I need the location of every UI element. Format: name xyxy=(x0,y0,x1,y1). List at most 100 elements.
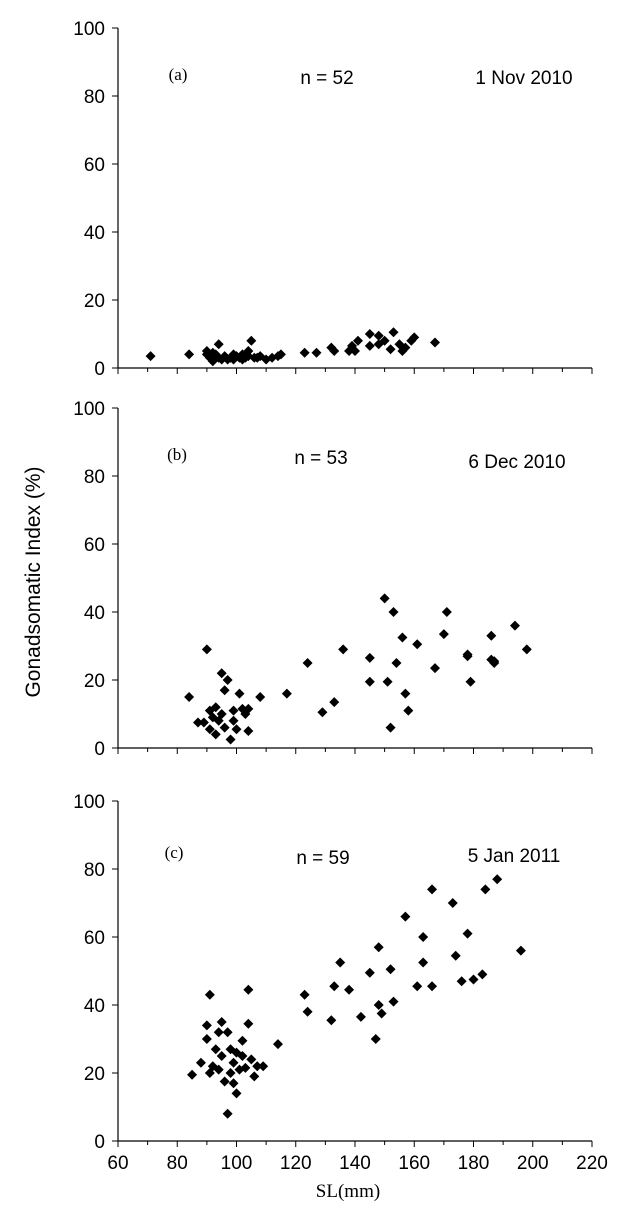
date-label: 5 Jan 2011 xyxy=(468,846,561,867)
x-tick-label: 160 xyxy=(398,1153,430,1174)
y-tick-label: 80 xyxy=(84,467,105,488)
data-point xyxy=(231,724,242,735)
data-point xyxy=(468,974,479,985)
data-point xyxy=(237,1035,248,1046)
y-tick-label: 40 xyxy=(84,996,105,1017)
data-point xyxy=(450,950,461,961)
x-tick-label: 200 xyxy=(517,1153,549,1174)
data-point xyxy=(388,996,399,1007)
y-tick-label: 20 xyxy=(84,1064,105,1085)
data-point xyxy=(204,724,215,735)
x-tick-label: 180 xyxy=(458,1153,490,1174)
data-point xyxy=(302,1006,313,1017)
data-point xyxy=(231,1088,242,1099)
data-point xyxy=(441,607,452,617)
data-point xyxy=(192,717,203,728)
y-tick-label: 80 xyxy=(84,860,105,881)
data-point xyxy=(243,726,254,736)
y-tick-label: 100 xyxy=(73,399,105,420)
y-tick-label: 0 xyxy=(94,1132,105,1153)
data-point xyxy=(412,981,423,992)
data-point xyxy=(302,658,313,668)
data-point xyxy=(225,734,236,745)
data-point xyxy=(317,707,328,718)
panel-3: 0 20 40 60 80 100 60 80 100 120 140 160 180 200 220 (c)… xyxy=(73,792,608,1174)
data-point xyxy=(216,668,227,679)
data-point xyxy=(364,329,375,339)
data-point xyxy=(210,729,221,740)
data-point xyxy=(385,344,396,355)
y-tick-label: 0 xyxy=(94,359,105,380)
data-point xyxy=(184,692,195,702)
data-point xyxy=(216,1017,227,1027)
data-point xyxy=(370,1034,381,1044)
y-tick-label: 40 xyxy=(84,603,105,624)
data-point xyxy=(480,884,491,895)
data-point xyxy=(397,632,408,643)
data-point xyxy=(228,1078,239,1089)
x-tick-label: 140 xyxy=(339,1153,371,1174)
data-point xyxy=(228,705,239,716)
y-tick-label: 100 xyxy=(73,792,105,813)
data-point xyxy=(240,1062,251,1073)
data-point xyxy=(281,688,292,699)
y-axis-label: Gonadsomatic Index (%) xyxy=(22,466,45,697)
data-point xyxy=(418,932,429,942)
data-point xyxy=(364,676,375,687)
x-tick-label: 120 xyxy=(280,1153,312,1174)
y-tick-label: 60 xyxy=(84,928,105,949)
data-point xyxy=(350,346,360,356)
data-point xyxy=(311,347,322,358)
data-point xyxy=(412,639,423,650)
data-point xyxy=(222,1027,233,1038)
data-point xyxy=(246,335,257,346)
data-point xyxy=(352,335,363,346)
sample-size-label: n = 59 xyxy=(296,848,349,869)
data-point xyxy=(204,989,215,1000)
y-tick-label: 60 xyxy=(84,155,105,176)
y-tick-label: 20 xyxy=(84,291,105,312)
data-point xyxy=(364,967,375,978)
data-point xyxy=(335,957,346,968)
data-point xyxy=(465,676,476,687)
y-tick-label: 20 xyxy=(84,671,105,692)
data-point xyxy=(400,342,411,353)
date-label: 1 Nov 2010 xyxy=(475,68,572,89)
x-tick-label: 220 xyxy=(576,1153,608,1174)
y-tick-label: 60 xyxy=(84,535,105,556)
data-point xyxy=(246,1054,257,1065)
data-point xyxy=(228,715,239,726)
data-point xyxy=(385,722,396,733)
x-tick-label: 100 xyxy=(221,1153,253,1174)
data-point xyxy=(385,964,396,975)
panel-2: 0 20 40 60 80 100 (b) n = 53 6 Dec 2010 xyxy=(73,399,593,760)
data-point xyxy=(477,969,488,980)
data-point xyxy=(364,340,375,351)
data-point xyxy=(509,620,520,631)
x-axis-label: SL(mm) xyxy=(316,1181,380,1202)
data-point xyxy=(364,652,375,663)
data-point xyxy=(391,658,402,668)
data-point xyxy=(243,984,254,995)
data-point xyxy=(388,607,399,617)
data-point xyxy=(213,339,224,350)
data-point xyxy=(255,692,266,702)
data-point xyxy=(201,644,212,655)
panels-group: 0 20 40 60 80 100 (a) n = 52 1 Nov 2010 0 20 40 60 80… xyxy=(73,19,608,1174)
panel-letter-label: (c) xyxy=(165,843,184,862)
data-point xyxy=(326,1015,337,1026)
data-point xyxy=(213,1027,224,1038)
data-point xyxy=(195,1057,206,1068)
data-point xyxy=(222,1108,233,1119)
data-point xyxy=(329,346,340,356)
panel-letter-label: (b) xyxy=(167,445,187,464)
data-point xyxy=(329,697,340,708)
data-point xyxy=(329,981,340,992)
data-point xyxy=(258,1061,269,1072)
data-point xyxy=(409,332,420,343)
data-point xyxy=(418,957,429,968)
data-point xyxy=(388,327,399,338)
data-point xyxy=(225,1068,236,1078)
data-point xyxy=(429,663,440,674)
